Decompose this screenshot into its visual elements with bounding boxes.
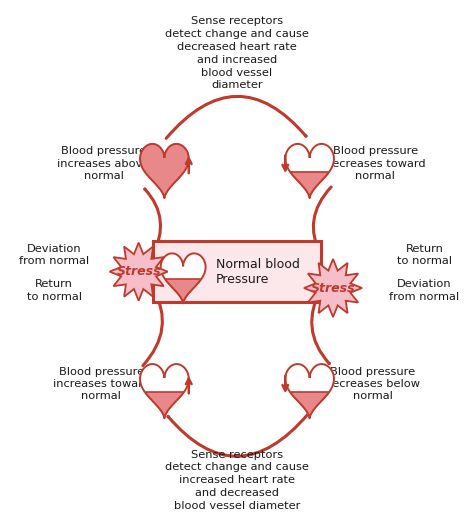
- Text: Blood pressure
decreases toward
normal: Blood pressure decreases toward normal: [325, 147, 426, 181]
- Polygon shape: [304, 259, 362, 317]
- Text: Sense receptors
detect change and cause
decreased heart rate
and increased
blood: Sense receptors detect change and cause …: [165, 16, 309, 90]
- Text: Deviation
from normal: Deviation from normal: [389, 279, 459, 302]
- Text: Deviation
from normal: Deviation from normal: [19, 244, 90, 267]
- Text: Blood pressure
increases above
normal: Blood pressure increases above normal: [57, 147, 150, 181]
- Text: Normal blood
Pressure: Normal blood Pressure: [216, 258, 300, 286]
- Text: Blood pressure
increases toward
normal: Blood pressure increases toward normal: [53, 367, 150, 402]
- Polygon shape: [140, 364, 189, 418]
- Polygon shape: [165, 280, 201, 303]
- FancyArrowPatch shape: [312, 286, 329, 363]
- FancyArrowPatch shape: [145, 189, 161, 257]
- Text: Return
to normal: Return to normal: [397, 244, 452, 267]
- Polygon shape: [285, 144, 334, 198]
- Polygon shape: [291, 393, 328, 418]
- Polygon shape: [146, 393, 183, 418]
- FancyArrowPatch shape: [168, 414, 308, 457]
- FancyBboxPatch shape: [153, 241, 321, 302]
- Text: Stress: Stress: [311, 281, 356, 295]
- Polygon shape: [109, 243, 168, 300]
- Text: Sense receptors
detect change and cause
increased heart rate
and decreased
blood: Sense receptors detect change and cause …: [165, 450, 309, 511]
- Polygon shape: [140, 144, 189, 198]
- Text: Return
to normal: Return to normal: [27, 279, 82, 302]
- Text: Stress: Stress: [116, 265, 161, 278]
- Polygon shape: [161, 253, 206, 303]
- FancyArrowPatch shape: [166, 96, 306, 139]
- FancyArrowPatch shape: [313, 187, 331, 254]
- Text: Blood pressure
decreases below
normal: Blood pressure decreases below normal: [325, 367, 420, 402]
- FancyArrowPatch shape: [143, 289, 163, 366]
- Polygon shape: [285, 364, 334, 418]
- Polygon shape: [291, 172, 328, 198]
